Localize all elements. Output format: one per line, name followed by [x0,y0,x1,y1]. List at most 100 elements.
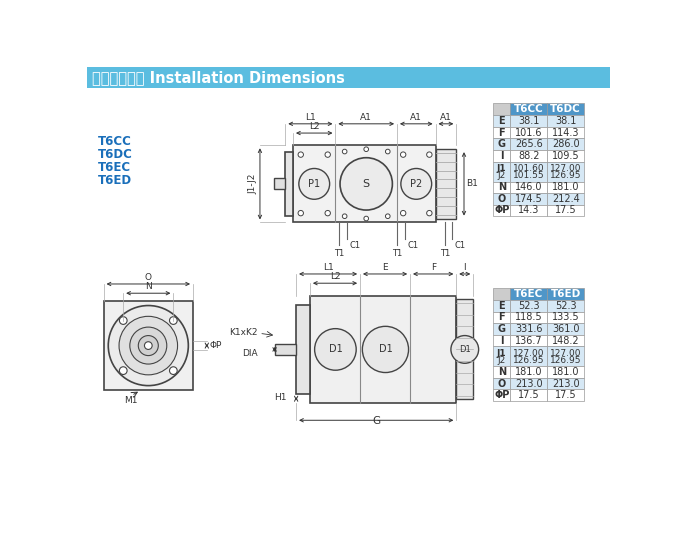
Text: ΦP: ΦP [209,341,222,350]
Bar [286,152,293,216]
Bar [274,178,286,189]
Text: DIA: DIA [242,349,258,358]
Text: B1: B1 [466,179,478,188]
Text: K1xK2: K1xK2 [229,328,258,337]
Text: 114.3: 114.3 [552,128,579,138]
Bar [510,335,547,346]
Bar [547,288,584,300]
Circle shape [364,216,369,221]
Text: H1: H1 [275,393,287,402]
Text: L2: L2 [330,272,340,281]
Text: T1: T1 [392,248,402,257]
Text: T6DC: T6DC [97,148,133,161]
Text: 181.0: 181.0 [552,182,579,192]
Bar [510,103,547,115]
Text: 17.5: 17.5 [555,206,577,216]
Text: 174.5: 174.5 [515,194,543,204]
Bar [493,193,510,204]
Circle shape [119,316,177,375]
Text: 17.5: 17.5 [518,390,539,400]
Text: N: N [498,367,506,377]
Text: 126.95: 126.95 [513,356,545,365]
Text: O: O [498,194,506,204]
Text: C1: C1 [455,241,466,250]
Text: 109.5: 109.5 [552,151,579,161]
Text: L1: L1 [323,263,333,272]
Text: 265.6: 265.6 [515,139,543,149]
Circle shape [120,317,127,324]
Text: 127.00: 127.00 [513,349,545,358]
Circle shape [364,147,369,152]
Bar [275,344,296,355]
Text: 101.6: 101.6 [515,128,543,138]
Text: T6CC: T6CC [514,104,543,114]
Bar [547,346,584,367]
Circle shape [144,342,152,349]
Bar [547,103,584,115]
Text: 38.1: 38.1 [518,116,539,126]
Bar [493,346,510,367]
Text: I: I [464,263,466,272]
Circle shape [401,152,406,157]
Bar [103,301,193,390]
Bar [510,378,547,389]
Bar [493,378,510,389]
Text: T6EC: T6EC [514,289,543,299]
Bar [547,367,584,378]
Bar [493,323,510,335]
Text: 212.4: 212.4 [551,194,579,204]
Bar [547,127,584,139]
Circle shape [120,367,127,374]
Circle shape [401,211,406,216]
Text: 17.5: 17.5 [555,390,577,400]
Circle shape [401,168,432,199]
Circle shape [342,214,347,218]
Text: 136.7: 136.7 [515,335,543,345]
Circle shape [169,317,177,324]
Text: F: F [498,312,505,323]
Text: L1: L1 [305,113,316,121]
Text: 127.00: 127.00 [550,164,581,173]
Bar [510,389,547,401]
Text: F: F [430,263,436,272]
Text: M1: M1 [124,397,138,405]
Bar [493,115,510,127]
Bar [547,323,584,335]
Circle shape [451,335,479,363]
Text: C1: C1 [407,241,418,250]
Text: 148.2: 148.2 [552,335,579,345]
Text: L2: L2 [309,122,320,131]
Bar [547,139,584,150]
Bar [493,367,510,378]
Text: 213.0: 213.0 [552,379,579,389]
Text: O: O [498,379,506,389]
Bar [510,288,547,300]
Circle shape [138,335,158,355]
Bar [493,389,510,401]
Text: 38.1: 38.1 [555,116,577,126]
Circle shape [342,149,347,154]
Circle shape [325,211,330,216]
Text: 安装连接尺寸 Installation Dimensions: 安装连接尺寸 Installation Dimensions [92,70,345,85]
Text: T6CC: T6CC [97,135,131,148]
Bar [493,182,510,193]
Bar [510,150,547,162]
Bar [547,115,584,127]
Text: T1: T1 [440,248,450,257]
Text: 52.3: 52.3 [555,301,577,311]
Text: 286.0: 286.0 [552,139,579,149]
Text: 331.6: 331.6 [515,324,543,334]
Bar [493,103,510,115]
Text: 52.3: 52.3 [518,301,539,311]
Text: I: I [500,151,503,161]
Text: A1: A1 [360,113,372,121]
Text: 101.55: 101.55 [513,171,545,180]
Text: ΦP: ΦP [494,206,509,216]
Circle shape [130,327,167,364]
Bar [547,193,584,204]
Bar [456,299,473,399]
Text: 118.5: 118.5 [515,312,543,323]
Text: T6ED: T6ED [551,289,581,299]
Bar [510,346,547,367]
Bar [547,378,584,389]
